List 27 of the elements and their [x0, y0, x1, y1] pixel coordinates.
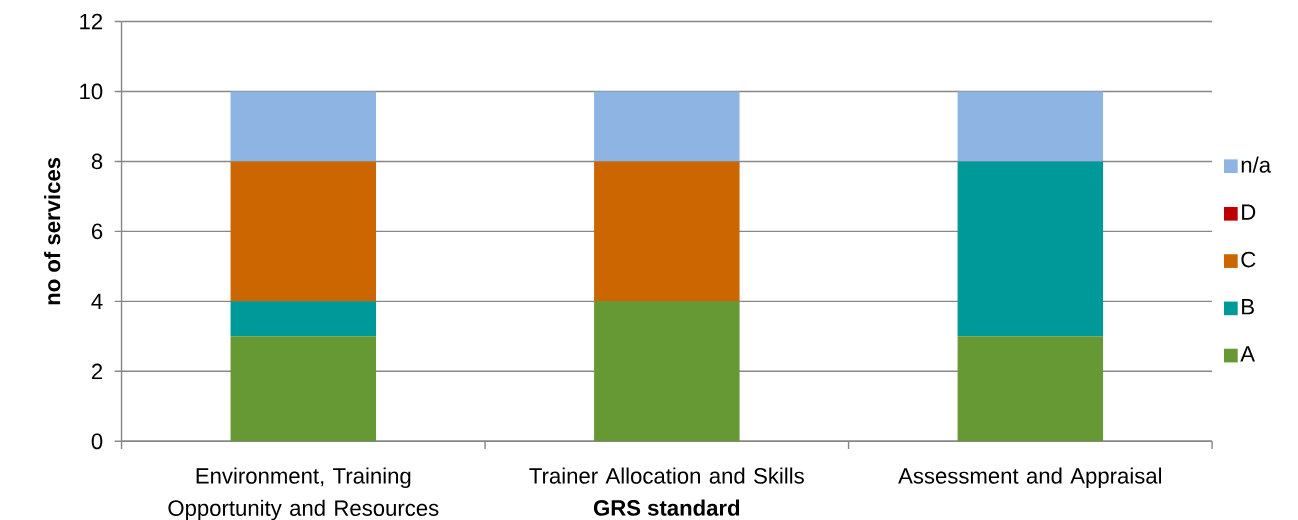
bar [230, 336, 377, 442]
bar [594, 301, 740, 442]
bar [594, 161, 740, 302]
y-tick-label: 12 [80, 13, 103, 30]
bar [594, 91, 740, 162]
legend-label: D [1242, 204, 1256, 220]
legend-label: n/a [1241, 156, 1272, 173]
x-axis-title: GRS standard [593, 499, 740, 516]
y-tick-label: 2 [91, 363, 103, 379]
y-axis-title: no of services [44, 157, 61, 305]
y-tick-label: 6 [91, 223, 103, 240]
y-tick-label: 4 [91, 293, 103, 309]
legend-label: B [1242, 298, 1254, 315]
y-tick-label: 8 [91, 153, 103, 170]
bar [957, 161, 1104, 337]
bar [230, 91, 377, 162]
legend-label: A [1240, 346, 1256, 362]
legend-label: C [1241, 251, 1256, 268]
x-tick-label: Trainer Allocation and Skills [529, 467, 804, 484]
bar [957, 336, 1104, 442]
x-tick-label: Assessment and Appraisal [898, 467, 1162, 488]
bar [230, 301, 377, 337]
bar [957, 91, 1104, 162]
y-tick-label: 10 [80, 83, 103, 100]
y-tick-label: 0 [91, 433, 103, 449]
bar [230, 161, 377, 302]
x-tick-label: Environment, Training Opportunity and Resources [168, 467, 439, 520]
